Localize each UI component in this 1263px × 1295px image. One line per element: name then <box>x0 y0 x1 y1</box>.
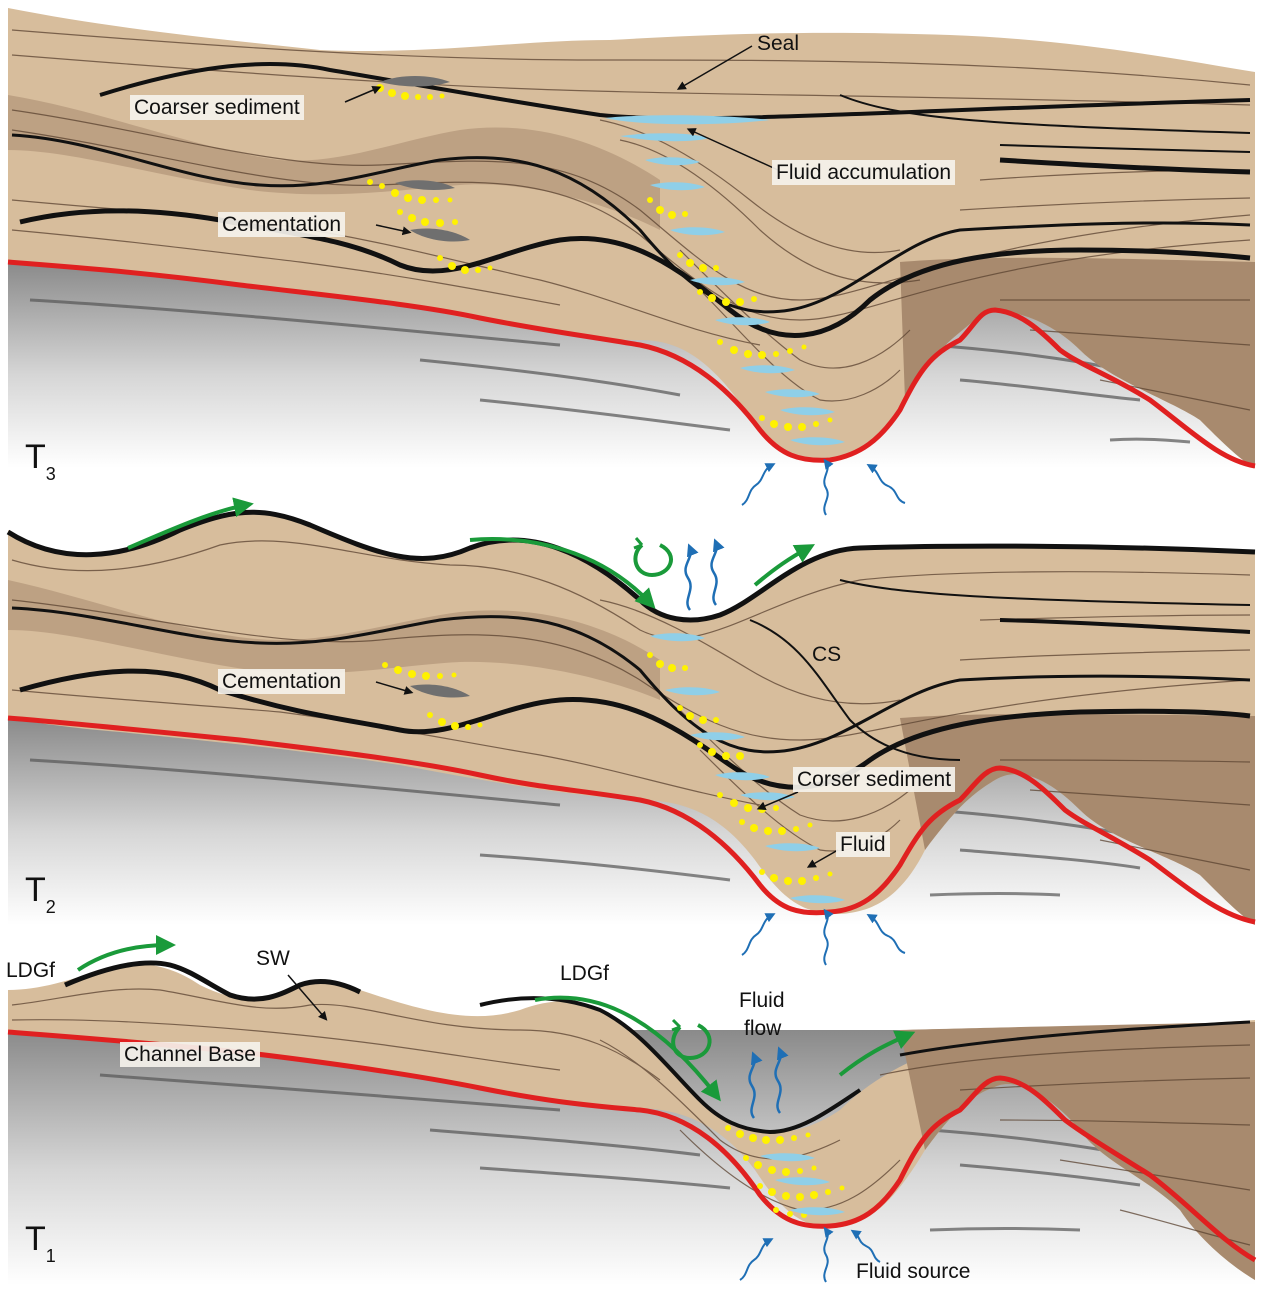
fluid-lenses <box>650 633 845 904</box>
time-label-sub: 3 <box>45 464 56 484</box>
label-cs: CS <box>812 643 842 666</box>
basement-strata <box>29 758 1141 897</box>
channel-base-line <box>7 1029 1257 1263</box>
fluid-source-arrows <box>741 458 906 516</box>
sediment-dark-band <box>8 95 660 230</box>
label-fluid-accumulation: Fluid accumulation <box>772 160 956 185</box>
time-label-letter: T <box>25 871 46 909</box>
green-circular-arrow-icon <box>633 537 644 550</box>
flow-arrows <box>76 935 916 1102</box>
label-fluid-flow-line1: Fluid <box>739 989 785 1012</box>
channel-base-line <box>7 259 1256 469</box>
green-curved-arrow-icon <box>469 537 656 609</box>
leader-arrows <box>344 45 779 236</box>
label-ldgf-mid: LDGf <box>560 962 610 985</box>
label-cementation-t2: Cementation <box>218 669 346 694</box>
cementation-lenses <box>380 76 470 242</box>
fluid-source-arrows <box>741 908 906 966</box>
fluid-flow-arrows <box>684 538 725 611</box>
blue-wavy-arrow-icon <box>741 913 776 956</box>
sediment-fill <box>8 8 1255 468</box>
time-label-sub: 2 <box>45 897 56 917</box>
label-sw: SW <box>256 947 290 970</box>
green-circular-arrow-icon <box>671 1023 712 1061</box>
blue-wavy-arrow-icon <box>823 458 834 516</box>
blue-wavy-arrow-icon <box>774 1046 789 1114</box>
flow-arrows <box>127 497 815 609</box>
label-fluid-flow-line2: flow <box>744 1017 782 1040</box>
green-curved-arrow-icon <box>534 995 721 1102</box>
leader-arrows <box>287 974 328 1021</box>
blue-wavy-arrow-icon <box>850 1229 881 1263</box>
blue-wavy-arrow-icon <box>823 908 834 966</box>
panel-t3 <box>7 8 1256 516</box>
leader-arrows <box>375 681 839 868</box>
green-curved-arrow-icon <box>753 544 815 587</box>
time-label-letter: T <box>25 1220 46 1258</box>
time-label-t2: T2 <box>25 873 56 916</box>
panel-t1 <box>7 935 1257 1285</box>
time-label-letter: T <box>25 438 46 476</box>
green-curved-arrow-icon <box>838 1030 916 1077</box>
fluid-flow-arrows <box>748 1046 789 1119</box>
sediment-dark-block <box>900 714 1255 925</box>
coarse-grain-dots <box>725 1125 845 1218</box>
blue-wavy-arrow-icon <box>866 463 906 504</box>
green-curved-arrow-icon <box>127 497 254 550</box>
label-ldgf-left: LDGf <box>6 959 56 982</box>
fluid-lenses <box>760 1153 845 1216</box>
blue-wavy-arrow-icon <box>739 1238 774 1281</box>
blue-wavy-arrow-icon <box>710 538 725 606</box>
label-fluid-source: Fluid source <box>856 1260 971 1283</box>
cementation-lenses <box>410 684 470 698</box>
blue-wavy-arrow-icon <box>741 463 776 506</box>
basement-strata <box>99 1073 1141 1232</box>
coarse-grain-dots <box>382 652 833 885</box>
green-circular-arrow-icon <box>671 1018 682 1032</box>
fluid-lenses <box>605 115 845 446</box>
channel-base-line <box>7 715 1256 925</box>
sediment-fill <box>8 964 1255 1280</box>
label-seal: Seal <box>757 32 800 55</box>
label-channel-base: Channel Base <box>120 1042 260 1067</box>
green-circular-arrow-icon <box>633 543 673 578</box>
blue-wavy-arrow-icon <box>684 543 699 611</box>
blue-wavy-arrow-icon <box>748 1051 763 1119</box>
sediment-dark-block <box>900 1022 1255 1280</box>
time-label-t1: T1 <box>25 1222 56 1265</box>
coarse-grain-dots <box>367 84 833 431</box>
green-curved-arrow-icon <box>76 935 176 972</box>
panel-t2 <box>6 497 1256 966</box>
blue-wavy-arrow-icon <box>823 1226 834 1283</box>
time-label-sub: 1 <box>45 1246 56 1266</box>
blue-wavy-arrow-icon <box>866 913 906 954</box>
label-corser-sediment: Corser sediment <box>793 767 956 792</box>
time-label-t3: T3 <box>25 440 56 483</box>
label-coarser-sediment: Coarser sediment <box>130 95 304 120</box>
label-fluid: Fluid <box>836 832 890 857</box>
label-cementation-t3: Cementation <box>218 212 346 237</box>
fluid-source-arrows <box>739 1226 881 1283</box>
